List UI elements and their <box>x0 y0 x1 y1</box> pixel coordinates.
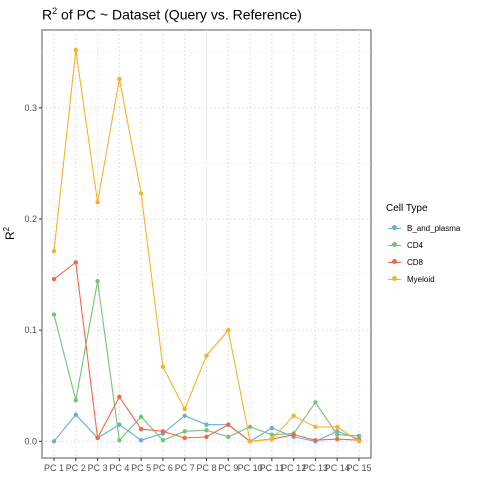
y-tick-label: 0.2 <box>24 214 37 224</box>
data-point-Myeloid <box>335 424 340 430</box>
data-point-B_and_plasma <box>182 413 187 418</box>
data-point-Myeloid <box>73 47 78 53</box>
legend-item: Myeloid <box>386 271 460 288</box>
x-tick-label: PC 8 <box>196 463 216 473</box>
data-point-CD8 <box>95 435 100 441</box>
data-point-CD4 <box>73 397 78 403</box>
y-tick-label: 0.1 <box>24 325 37 335</box>
data-point-CD8 <box>182 435 187 441</box>
data-point-CD4 <box>51 312 57 317</box>
data-point-CD4 <box>335 432 340 437</box>
grid-layer <box>42 30 371 458</box>
x-tick-label: PC 13 <box>303 463 328 473</box>
x-tick-label: PC 14 <box>325 463 350 473</box>
x-tick-label: PC 3 <box>88 463 108 473</box>
legend-key-point <box>392 259 397 264</box>
data-point-CD8 <box>73 260 78 265</box>
x-tick-label: PC 11 <box>260 463 284 473</box>
chart-title-prefix: R <box>42 6 53 23</box>
legend-label: CD4 <box>407 241 424 250</box>
chart-title-superscript: 2 <box>52 6 58 16</box>
data-point-CD8 <box>291 432 296 437</box>
legend-item: CD8 <box>386 254 460 271</box>
data-point-CD4 <box>269 432 275 437</box>
chart-title: R2 of PC ~ Dataset (Query vs. Reference) <box>42 6 302 23</box>
data-point-CD4 <box>356 433 362 438</box>
data-point-CD8 <box>204 434 209 440</box>
data-point-CD8 <box>226 422 231 427</box>
data-point-B_and_plasma <box>73 412 78 417</box>
data-point-Myeloid <box>95 200 100 205</box>
legend-items: B_and_plasma CD4 CD8 Myeloid <box>386 220 460 288</box>
data-point-Myeloid <box>356 439 362 444</box>
data-point-CD8 <box>335 436 340 442</box>
axis-layer: 0.0 0.1 0.2 0.3 PC 1 PC 2 PC 3 PC 4 PC 5 PC 6 PC 7… <box>24 103 371 473</box>
x-tick-label: PC 5 <box>131 463 151 473</box>
data-point-B_and_plasma <box>117 422 122 427</box>
x-tick-label: PC 15 <box>346 463 371 473</box>
data-point-Myeloid <box>247 439 253 444</box>
y-tick-label: 0.0 <box>24 436 37 446</box>
data-point-Myeloid <box>182 406 187 412</box>
data-point-CD8 <box>117 394 122 400</box>
x-tick-label: PC 4 <box>109 463 129 473</box>
legend: Cell Type B_and_plasma CD4 CD8 Myeloid <box>386 203 460 288</box>
data-point-CD4 <box>95 279 100 284</box>
data-point-CD4 <box>247 424 253 430</box>
x-tick-label: PC 1 <box>44 463 64 473</box>
legend-label: CD8 <box>407 258 424 267</box>
data-point-B_and_plasma <box>269 425 275 431</box>
legend-key <box>386 237 403 254</box>
data-point-Myeloid <box>269 436 275 442</box>
x-tick-label: PC 6 <box>153 463 173 473</box>
legend-key <box>386 254 403 271</box>
data-point-Myeloid <box>291 413 296 418</box>
y-axis-label-text: R <box>3 231 17 240</box>
data-point-B_and_plasma <box>204 422 209 427</box>
legend-label: Myeloid <box>407 275 435 284</box>
data-point-CD4 <box>182 429 187 434</box>
x-tick-label: PC 7 <box>175 463 195 473</box>
data-point-B_and_plasma <box>51 439 57 444</box>
x-tick-label: PC 10 <box>238 463 263 473</box>
data-point-CD4 <box>204 428 209 433</box>
x-tick-label: PC 2 <box>66 463 86 473</box>
data-point-CD8 <box>51 276 57 282</box>
data-point-CD4 <box>313 400 318 405</box>
data-point-CD4 <box>226 434 231 440</box>
series-layer <box>51 47 362 444</box>
data-point-Myeloid <box>160 364 166 370</box>
legend-title: Cell Type <box>386 203 428 214</box>
data-point-Myeloid <box>138 191 144 196</box>
data-point-CD4 <box>160 438 166 443</box>
legend-item: B_and_plasma <box>386 220 460 237</box>
legend-key-point <box>392 225 397 230</box>
data-point-CD4 <box>117 438 122 443</box>
y-axis-label-superscript: 2 <box>2 226 11 232</box>
data-point-CD8 <box>160 429 166 434</box>
data-point-CD4 <box>138 414 144 420</box>
x-tick-label: PC 12 <box>281 463 306 473</box>
data-point-CD8 <box>313 438 318 443</box>
legend-key-point <box>392 242 397 247</box>
data-point-CD8 <box>138 426 144 432</box>
y-tick-label: 0.3 <box>24 103 37 113</box>
data-point-Myeloid <box>117 76 122 82</box>
legend-key-point <box>392 276 397 281</box>
data-point-Myeloid <box>226 327 231 333</box>
legend-item: CD4 <box>386 237 460 254</box>
data-point-Myeloid <box>51 249 57 254</box>
legend-key <box>386 271 403 288</box>
x-tick-label: PC 9 <box>218 463 238 473</box>
data-point-Myeloid <box>204 353 209 358</box>
chart-title-text: of PC ~ Dataset (Query vs. Reference) <box>61 6 302 23</box>
legend-key <box>386 220 403 237</box>
data-point-B_and_plasma <box>138 438 144 443</box>
legend-label: B_and_plasma <box>407 224 461 233</box>
data-point-Myeloid <box>313 424 318 430</box>
y-axis-label: R2 <box>2 227 17 240</box>
